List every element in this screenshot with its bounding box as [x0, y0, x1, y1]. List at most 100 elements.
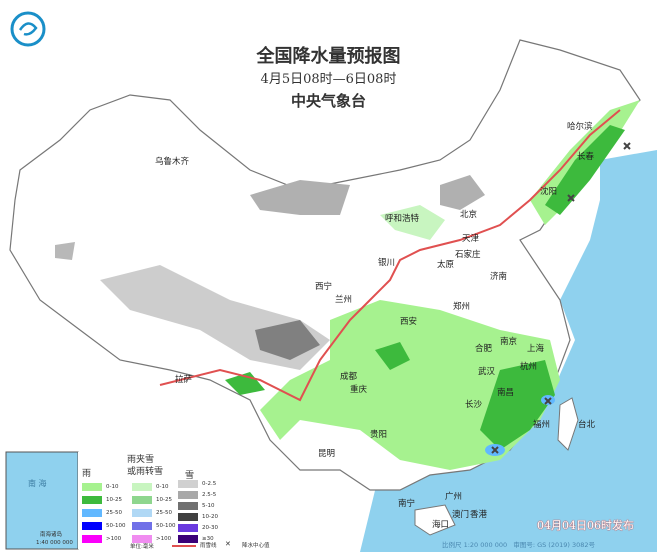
forecast-period: 4月5日08时—6日08时	[260, 72, 397, 87]
legend-label-snow: ≥30	[202, 536, 214, 542]
city-label: 乌鲁木齐	[155, 157, 190, 167]
city-label: 福州	[533, 420, 551, 430]
city-label: 石家庄	[455, 250, 481, 260]
publish-time: 04月04日06时发布	[537, 519, 634, 532]
city-label: 贵阳	[370, 430, 388, 440]
legend-swatch-snow	[178, 535, 198, 543]
city-label: 合肥	[475, 344, 493, 354]
city-label: 北京	[460, 210, 478, 220]
city-label: 广州	[445, 492, 463, 502]
city-label: 上海	[527, 344, 545, 354]
map-title: 全国降水量预报图	[256, 46, 401, 67]
legend-swatch-snow	[178, 513, 198, 521]
snow-area	[255, 320, 320, 360]
city-label: 西宁	[315, 282, 333, 292]
city-label: 西安	[400, 317, 418, 327]
sea	[360, 150, 657, 552]
city-label: 香港	[470, 510, 488, 520]
legend-label-rain: 0-10	[106, 484, 119, 490]
sleet-area	[380, 205, 445, 240]
city-label: 银川	[378, 258, 396, 268]
city-label: 天津	[462, 234, 480, 244]
legend-swatch-snow	[178, 491, 198, 499]
rain-area	[225, 372, 265, 395]
legend-label-snow: 0-2.5	[202, 481, 217, 487]
city-label: 沈阳	[540, 187, 558, 197]
snow-area	[55, 242, 75, 260]
legend-swatch-sleet	[132, 522, 152, 530]
legend-label-snow: 5-10	[202, 503, 215, 509]
legend-label-sleet: 50-100	[156, 523, 176, 529]
legend-label-rain: 50-100	[106, 523, 126, 529]
rain-area	[375, 342, 410, 370]
city-label: 海口	[432, 520, 450, 530]
legend-rain-title: 雨	[82, 469, 92, 479]
city-label: 哈尔滨	[567, 122, 593, 132]
agency: 中央气象台	[290, 92, 366, 110]
city-label: 澳门	[452, 510, 470, 520]
city-label: 武汉	[478, 367, 496, 377]
legend-label-snow: 20-30	[202, 525, 218, 531]
rain-area	[480, 360, 555, 450]
legend-swatch-rain	[82, 483, 102, 491]
legend-label-sleet: 10-25	[156, 497, 172, 503]
snow-area	[250, 180, 350, 215]
legend-label-rain: 25-50	[106, 510, 122, 516]
legend-sleet-title-1: 雨夹雪	[127, 455, 155, 465]
city-label: 郑州	[453, 302, 471, 312]
precip-center-marks	[491, 142, 631, 454]
city-label: 兰州	[335, 295, 353, 305]
taiwan-island	[557, 397, 579, 451]
legend-label-snow: 10-20	[202, 514, 218, 520]
rain-snow-line	[159, 109, 621, 402]
center-mark-icon: ✕	[225, 540, 231, 548]
approval-number: 审图号: GS (2019) 3082号	[513, 541, 596, 549]
legend-swatch-rain	[82, 522, 102, 530]
legend-swatch-snow	[178, 502, 198, 510]
city-label: 太原	[437, 260, 455, 270]
city-label: 南宁	[398, 499, 416, 509]
city-label: 南昌	[497, 388, 515, 398]
legend-swatch-sleet	[132, 535, 152, 543]
city-label: 南京	[500, 337, 518, 347]
legend-sleet-title-2: 或雨转雪	[127, 467, 164, 477]
map-scale: 比例尺 1:20 000 000 审图号: GS (2019) 3082号	[442, 541, 596, 549]
rain-area	[545, 125, 625, 215]
legend-label-sleet: >100	[156, 536, 172, 542]
cma-logo-icon	[10, 11, 46, 47]
inset-scale: 1:40 000 000	[36, 540, 73, 546]
inset-islands-label: 南海诸岛	[40, 532, 63, 538]
city-label: 长春	[577, 152, 595, 162]
legend-swatch-snow	[178, 480, 198, 488]
legend-snow-title: 雪	[185, 471, 195, 481]
inset-sea-label: 南 海	[28, 479, 47, 488]
legend-line-label: 雨雪线	[200, 543, 217, 549]
legend-center-label: 降水中心值	[242, 543, 270, 549]
legend-swatch-sleet	[132, 496, 152, 504]
city-label: 重庆	[350, 385, 368, 395]
legend-label-sleet: 25-50	[156, 510, 172, 516]
legend-swatch-sleet	[132, 509, 152, 517]
legend-label-sleet: 0-10	[156, 484, 169, 490]
city-label: 成都	[340, 372, 358, 382]
legend-swatch-snow	[178, 524, 198, 532]
city-label: 台北	[578, 420, 596, 430]
city-label: 昆明	[318, 449, 336, 459]
legend-swatch-rain	[82, 535, 102, 543]
legend-swatch-rain	[82, 509, 102, 517]
hainan-island	[414, 504, 456, 536]
city-label: 呼和浩特	[385, 214, 420, 224]
legend-label-rain: 10-25	[106, 497, 122, 503]
city-label: 长沙	[465, 400, 483, 410]
city-label: 拉萨	[175, 375, 193, 385]
legend-swatch-sleet	[132, 483, 152, 491]
legend-unit: 单位:毫米	[130, 544, 154, 550]
rain-snow-line-swatch	[172, 545, 196, 547]
legend-label-snow: 2.5-5	[202, 492, 217, 498]
legend-label-rain: >100	[106, 536, 122, 542]
legend-swatch-rain	[82, 496, 102, 504]
snow-area	[440, 175, 485, 210]
city-label: 杭州	[520, 362, 538, 372]
